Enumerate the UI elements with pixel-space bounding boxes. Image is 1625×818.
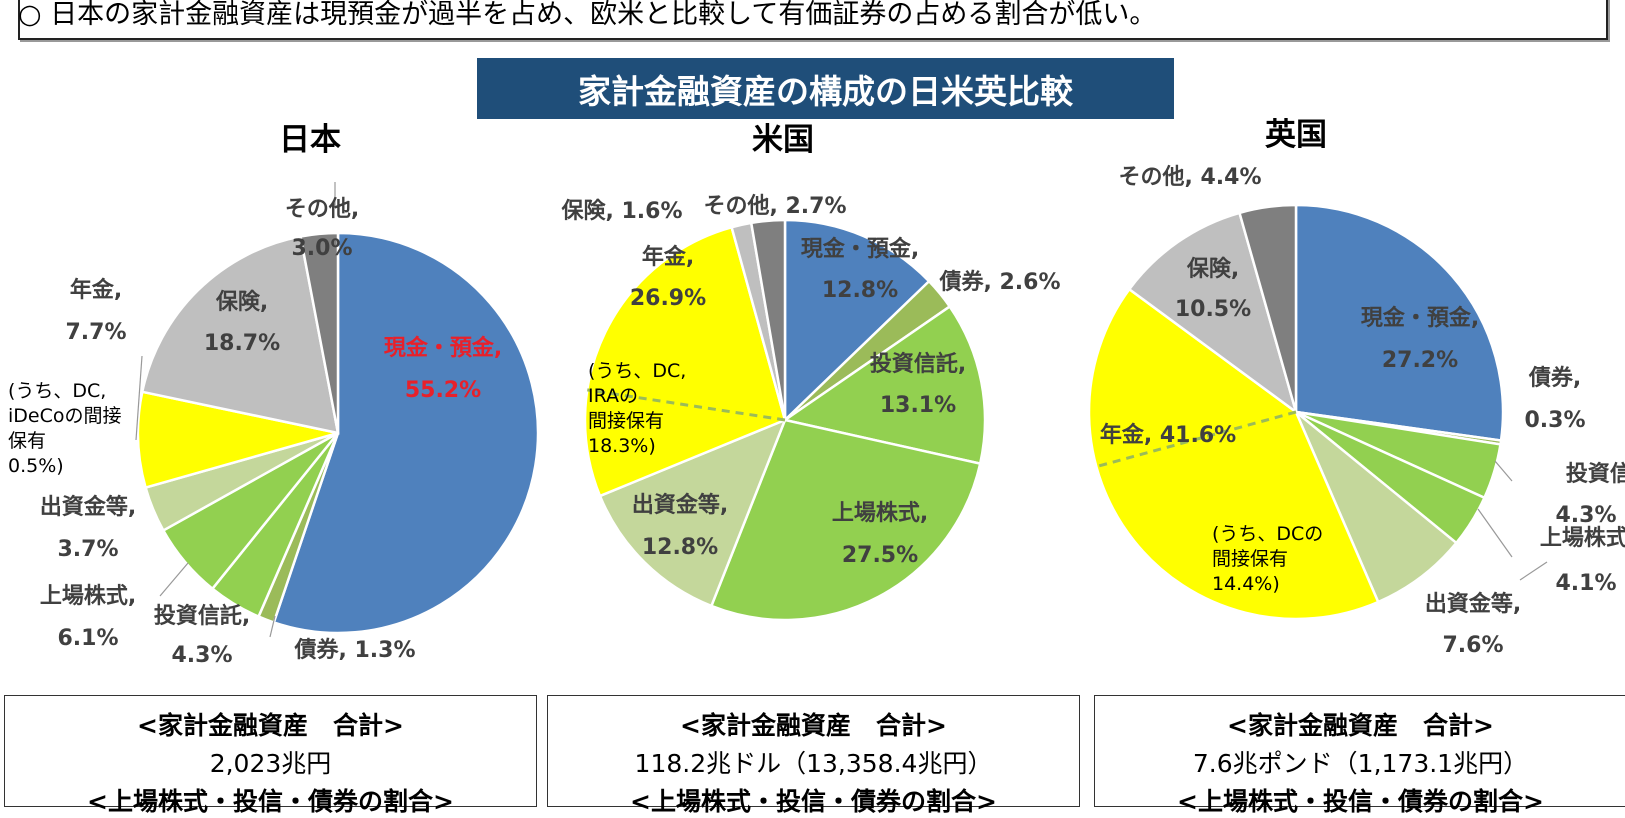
data-label: 12.8% (642, 535, 718, 560)
pie-slice-insurance (1127, 211, 1299, 416)
data-label: 上場株式, (832, 501, 928, 526)
chart-title: 米国 (752, 122, 814, 158)
pie-slice-pension (1087, 287, 1380, 621)
dc-note-line: 18.3%) (588, 435, 656, 457)
pie-slice-other (749, 218, 787, 421)
data-label: 10.5% (1175, 297, 1251, 322)
dc-note-line: (うち、DC, (8, 380, 106, 402)
data-label: 保険, 1.6% (560, 199, 682, 224)
dc-note-line: 間接保有 (1212, 548, 1288, 570)
dc-note-line: IRAの (588, 385, 638, 407)
leader-line (1494, 460, 1513, 482)
data-label: 保険, (1186, 257, 1239, 282)
data-label: 4.3% (1555, 503, 1616, 528)
summary-total: 7.6兆ポンド（1,173.1兆円） (1192, 749, 1529, 778)
data-label: 12.8% (822, 278, 898, 303)
data-label: 出資金等, (1425, 591, 1521, 617)
pie-slice-cash (783, 218, 931, 423)
pie-slice-other (1237, 203, 1298, 413)
dc-note-line: (うち、DC, (588, 360, 686, 382)
data-label: 上場株式, (1540, 526, 1625, 551)
leader-line (269, 615, 276, 638)
data-label: 現金・預金, (801, 236, 919, 262)
data-label: 年金, 41.6% (1100, 422, 1236, 448)
data-label: 7.6% (1442, 633, 1503, 658)
data-label: 現金・預金, (1361, 305, 1479, 331)
chart-title: 英国 (1265, 117, 1327, 153)
data-label: 7.7% (65, 320, 126, 345)
pie-slice-trusts (781, 304, 987, 466)
data-label: 出資金等, (632, 492, 728, 518)
data-label: 0.3% (1524, 408, 1585, 433)
summary-total: 2,023兆円 (209, 749, 332, 778)
pie-slice-insurance (140, 235, 340, 435)
pie-slice-stocks (709, 418, 982, 622)
dc-note-line: 0.5%) (8, 455, 64, 477)
data-label: 6.1% (57, 626, 118, 651)
leader-line (1477, 508, 1513, 558)
summary-total: 118.2兆ドル（13,358.4兆円） (634, 749, 993, 778)
dc-note-line: iDeCoの間接 (8, 405, 122, 427)
pie-slice-pension (583, 225, 787, 498)
data-label: 債券, (1528, 365, 1581, 391)
pie-slice-investment (1294, 411, 1459, 604)
data-label: 投資信託, (870, 351, 966, 377)
data-label: 27.5% (842, 543, 918, 568)
data-label: 投資信託, (154, 603, 250, 629)
data-label: 4.3% (171, 643, 232, 668)
data-label: 保険, (215, 290, 268, 315)
data-label: 3.0% (291, 236, 352, 261)
data-label: 年金, (70, 277, 122, 303)
data-label: 26.9% (630, 286, 706, 311)
summary-subheading: <上場株式・投信・債券の割合> (630, 787, 997, 816)
summary-japan: <家計金融資産 合計> 2,023兆円 <上場株式・投信・債券の割合> (4, 695, 537, 816)
summary-box (18, 0, 1608, 40)
data-label: 投資信託, (1566, 461, 1625, 487)
summary-subheading: <上場株式・投信・債券の割合> (87, 787, 454, 816)
data-label: 債券, 2.6% (938, 269, 1060, 295)
pie-slice-pension (136, 390, 339, 490)
data-label: その他, 4.4% (1118, 165, 1261, 190)
leader-line (135, 355, 143, 441)
data-label: 3.7% (57, 537, 118, 562)
dc-note-line: 14.4%) (1212, 573, 1280, 595)
pension-dc-divider (587, 388, 786, 422)
pie-slice-investment (598, 417, 788, 608)
data-label: 13.1% (880, 393, 956, 418)
leader-line (159, 562, 189, 597)
summary-heading: <家計金融資産 合計> (137, 711, 404, 740)
pie-slice-other (299, 231, 340, 434)
data-label: 4.1% (1555, 571, 1616, 596)
dc-note-line: (うち、DCの (1212, 523, 1323, 545)
summary-usa: <家計金融資産 合計> 118.2兆ドル（13,358.4兆円） <上場株式・投… (547, 695, 1080, 816)
data-label: 年金, (642, 244, 694, 270)
summary-text: ○ 日本の家計金融資産は現預金が過半を占め、欧米と比較して有価証券の占める割合が… (18, 0, 1157, 30)
summary-subheading: <上場株式・投信・債券の割合> (1177, 787, 1544, 816)
pie-slice-cash (1294, 203, 1505, 442)
dc-note-line: 保有 (8, 430, 46, 452)
dc-note-line: 間接保有 (588, 410, 664, 432)
summary-heading: <家計金融資産 合計> (1227, 711, 1494, 740)
chart-title: 日本 (279, 122, 341, 158)
data-label: 18.7% (204, 331, 280, 356)
leader-line (1519, 561, 1548, 581)
summary-uk: <家計金融資産 合計> 7.6兆ポンド（1,173.1兆円） <上場株式・投信・… (1094, 695, 1625, 816)
data-label: 上場株式, (40, 584, 136, 609)
data-label: その他, (285, 197, 359, 222)
data-label: 債券, 1.3% (293, 637, 415, 663)
data-label: 27.2% (1382, 348, 1458, 373)
pie-slice-cash (272, 231, 540, 635)
pension-dc-divider (1095, 410, 1297, 469)
summary-heading: <家計金融資産 合計> (680, 711, 947, 740)
data-label: 出資金等, (40, 494, 136, 520)
data-label: 現金・預金, (384, 335, 502, 361)
chart-banner-title: 家計金融資産の構成の日米英比較 (477, 58, 1174, 119)
data-label: その他, 2.7% (703, 194, 846, 219)
data-label: 55.2% (405, 378, 481, 403)
